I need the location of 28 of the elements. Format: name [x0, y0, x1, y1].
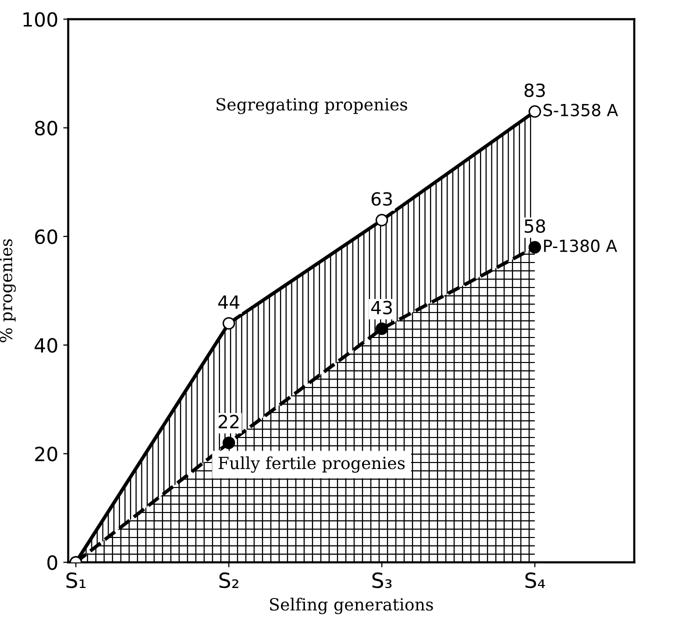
y-tick-label: 60	[35, 229, 58, 244]
data-label: 58	[524, 219, 546, 233]
y-tick-label: 20	[35, 446, 58, 462]
y-tick-label: 40	[34, 338, 58, 353]
point	[376, 214, 388, 226]
point	[222, 317, 236, 330]
x-tick-label: S₂	[219, 572, 238, 588]
annotation: Fully fertile progenies	[218, 456, 405, 473]
x-tick-label: S₄	[525, 572, 545, 588]
y-tick-label: 100	[24, 12, 58, 27]
x-tick-label: S₁	[66, 572, 86, 588]
x-axis-title: Selfing generations	[270, 598, 433, 614]
point	[222, 436, 236, 450]
point	[376, 322, 388, 336]
annotation: Segregating propenies	[216, 98, 408, 114]
x-tick-label: S₃	[372, 572, 392, 588]
series-label: P-1380 A	[544, 240, 618, 252]
y-axis-title: % progenies	[0, 239, 16, 342]
data-label: 22	[218, 414, 239, 428]
data-label: 83	[524, 83, 545, 98]
point	[528, 241, 542, 254]
data-label: 63	[372, 192, 392, 206]
y-tick-label: 0	[47, 555, 58, 570]
point	[528, 105, 542, 118]
data-label: 44	[218, 296, 240, 309]
data-label: 43	[371, 300, 392, 314]
y-tick-label: 80	[35, 120, 58, 136]
series-label: S-1358 A	[544, 104, 618, 116]
